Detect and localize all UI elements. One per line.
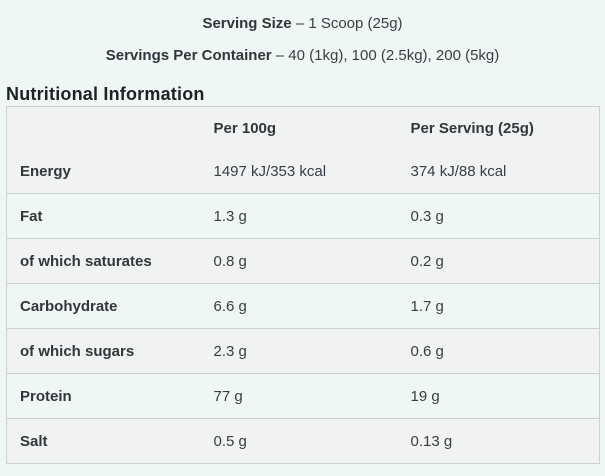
table-row: Protein 77 g 19 g (6, 373, 600, 419)
serving-info: Serving Size – 1 Scoop (25g) Servings Pe… (0, 0, 605, 65)
row-label: Energy (20, 162, 71, 180)
value-per-100g: 1497 kJ/353 kcal (213, 162, 327, 180)
servings-per-container-value: – 40 (1kg), 100 (2.5kg), 200 (5kg) (275, 47, 500, 64)
row-label: Protein (20, 387, 72, 405)
serving-size-value: – 1 Scoop (25g) (295, 15, 403, 32)
column-header-empty (6, 106, 214, 149)
row-label: Fat (20, 207, 43, 225)
value-per-100g: 0.5 g (213, 432, 247, 450)
value-per-serving: 0.13 g (410, 432, 453, 450)
row-label: Carbohydrate (20, 297, 118, 315)
table-row: Salt 0.5 g 0.13 g (6, 418, 600, 464)
value-per-100g: 1.3 g (213, 207, 247, 225)
nutrition-table: Per 100g Per Serving (25g) Energy 1497 kJ… (6, 106, 600, 464)
table-row: Fat 1.3 g 0.3 g (6, 193, 600, 239)
value-per-serving: 0.3 g (410, 207, 444, 225)
nutrition-table-body: Energy 1497 kJ/353 kcal 374 kJ/88 kcal Fat 1… (6, 149, 600, 464)
serving-size-label: Serving Size (202, 15, 292, 32)
value-per-serving: 374 kJ/88 kcal (410, 162, 507, 180)
value-per-100g: 0.8 g (213, 252, 247, 270)
value-per-100g: 6.6 g (213, 297, 247, 315)
row-label: Salt (20, 432, 48, 450)
section-title: Nutritional Information (6, 84, 205, 104)
table-row: Carbohydrate 6.6 g 1.7 g (6, 283, 600, 329)
value-per-serving: 19 g (410, 387, 440, 405)
serving-size-line: Serving Size – 1 Scoop (25g) (0, 15, 605, 33)
row-label: of which saturates (20, 252, 152, 270)
value-per-serving: 0.6 g (410, 342, 444, 360)
servings-per-container-line: Servings Per Container – 40 (1kg), 100 (… (0, 47, 605, 65)
value-per-serving: 1.7 g (410, 297, 444, 315)
value-per-serving: 0.2 g (410, 252, 444, 270)
table-header-row: Per 100g Per Serving (25g) (6, 106, 600, 149)
value-per-100g: 2.3 g (213, 342, 247, 360)
table-row: of which sugars 2.3 g 0.6 g (6, 328, 600, 374)
value-per-100g: 77 g (213, 387, 243, 405)
table-row: of which saturates 0.8 g 0.2 g (6, 238, 600, 284)
column-header-per-serving: Per Serving (25g) (410, 106, 600, 149)
row-label: of which sugars (20, 342, 135, 360)
servings-per-container-label: Servings Per Container (105, 47, 272, 64)
table-row: Energy 1497 kJ/353 kcal 374 kJ/88 kcal (6, 149, 600, 194)
column-header-per-100g: Per 100g (213, 106, 411, 149)
